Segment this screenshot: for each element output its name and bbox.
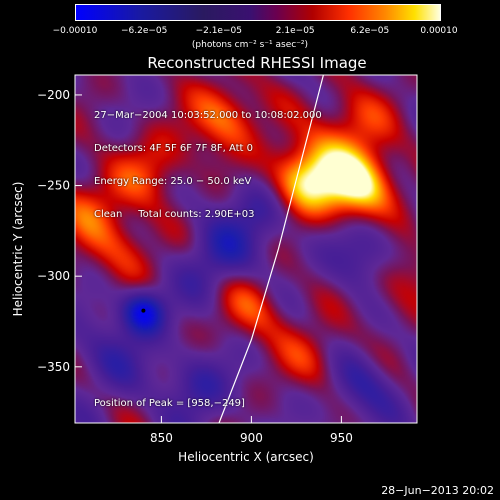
x-tick-label: 850 [150,431,173,445]
x-axis-label: Heliocentric X (arcsec) [178,450,314,464]
y-tick-label: −350 [37,360,70,374]
peak-marker [141,308,146,313]
annotation-block: 27−Mar−2004 10:03:52.000 to 10:08:02.000… [94,88,322,231]
annotation-detectors: Detectors: 4F 5F 6F 7F 8F, Att 0 [94,143,254,154]
x-tick-label: 950 [330,431,353,445]
heatmap-image [75,75,417,423]
annotation-energy: Energy Range: 25.0 − 50.0 keV [94,176,252,187]
colorbar-tick-label: 2.1e−05 [275,26,315,36]
annotation-time: 27−Mar−2004 10:03:52.000 to 10:08:02.000 [94,110,322,121]
y-tick-label: −200 [37,88,70,102]
annotation-clean: Clean Total counts: 2.90E+03 [94,209,255,220]
colorbar-tick-label: 6.2e−05 [350,26,390,36]
chart-title: Reconstructed RHESSI Image [147,54,367,72]
colorbar [75,4,441,21]
solar-limb-curve [218,74,324,424]
colorbar-tick-label: −0.00010 [52,26,98,36]
plot-frame [74,74,418,424]
x-axis-ticks: 850 900 950 [150,416,353,445]
y-axis-ticks: −200 −250 −300 −350 [37,88,82,374]
colorbar-tick-label: −2.1e−05 [195,26,242,36]
y-axis-label: Heliocentric Y (arcsec) [11,182,25,317]
y-tick-label: −250 [37,179,70,193]
colorbar-tick-label: 0.00010 [420,26,458,36]
colorbar-tick-label: −6.2e−05 [120,26,168,36]
y-tick-label: −300 [37,269,70,283]
footer-timestamp: 28−Jun−2013 20:02 [381,484,494,497]
annotation-peak: Position of Peak = [958,−249] [94,398,245,409]
x-tick-label: 900 [240,431,263,445]
colorbar-units: (photons cm⁻² s⁻¹ asec⁻²) [191,40,309,50]
